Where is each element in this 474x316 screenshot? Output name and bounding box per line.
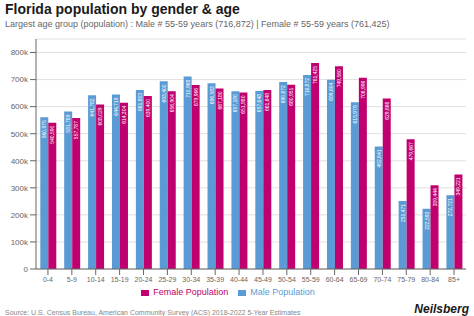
svg-text:615,979: 615,979 xyxy=(352,105,358,123)
html-text:Female Population: Female Population xyxy=(153,287,229,297)
svg-text:0: 0 xyxy=(24,265,29,274)
svg-text:761,425: 761,425 xyxy=(312,66,318,84)
svg-text:251,471: 251,471 xyxy=(400,204,406,222)
svg-text:661,803: 661,803 xyxy=(137,93,143,111)
svg-text:75-79: 75-79 xyxy=(397,276,415,283)
svg-text:300k: 300k xyxy=(11,184,29,193)
svg-text:65-69: 65-69 xyxy=(350,276,368,283)
svg-text:10-14: 10-14 xyxy=(87,276,105,283)
html-text:Source: U.S. Census Bureau, Am: Source: U.S. Census Bureau, American Com… xyxy=(5,309,301,316)
svg-text:641,782: 641,782 xyxy=(89,98,95,116)
svg-text:70-74: 70-74 xyxy=(373,276,391,283)
svg-text:706,996: 706,996 xyxy=(360,80,366,98)
svg-text:60-64: 60-64 xyxy=(326,276,344,283)
svg-text:0-4: 0-4 xyxy=(43,276,53,283)
svg-text:5-9: 5-9 xyxy=(67,276,77,283)
svg-text:749,560: 749,560 xyxy=(336,69,342,87)
svg-text:699,604: 699,604 xyxy=(328,82,334,100)
svg-text:693,400: 693,400 xyxy=(161,84,167,102)
svg-text:400k: 400k xyxy=(11,157,29,166)
svg-text:657,648: 657,648 xyxy=(256,94,262,112)
svg-text:581,789: 581,789 xyxy=(65,114,71,132)
svg-text:661,648: 661,648 xyxy=(264,93,270,111)
svg-text:700k: 700k xyxy=(11,75,29,84)
svg-text:608,029: 608,029 xyxy=(97,107,103,125)
svg-text:557,787: 557,787 xyxy=(73,121,79,139)
svg-text:679,966: 679,966 xyxy=(193,88,199,106)
svg-text:710,968: 710,968 xyxy=(185,79,191,97)
svg-text:309,444: 309,444 xyxy=(432,188,438,206)
svg-text:639,400: 639,400 xyxy=(145,99,151,117)
svg-text:800k: 800k xyxy=(11,48,29,57)
svg-text:690,672: 690,672 xyxy=(280,85,286,103)
html-text:Neilsberg: Neilsberg xyxy=(414,302,469,316)
svg-text:600k: 600k xyxy=(11,102,29,111)
svg-text:15-19: 15-19 xyxy=(111,276,129,283)
svg-text:657,180: 657,180 xyxy=(232,94,238,112)
svg-text:479,667: 479,667 xyxy=(408,142,414,160)
svg-text:45-49: 45-49 xyxy=(254,276,272,283)
svg-text:680,951: 680,951 xyxy=(288,88,294,106)
svg-text:651,980: 651,980 xyxy=(240,95,246,113)
html-text:Florida population by gender &: Florida population by gender & age xyxy=(5,1,240,17)
html-text:Largest age group (population): Largest age group (population) : Male # … xyxy=(5,19,390,29)
svg-text:540,590: 540,590 xyxy=(49,126,55,144)
svg-text:272,721: 272,721 xyxy=(447,198,453,216)
svg-text:40-44: 40-44 xyxy=(230,276,248,283)
svg-text:560,975: 560,975 xyxy=(41,120,47,138)
svg-text:716,872: 716,872 xyxy=(304,78,310,96)
svg-text:80-84: 80-84 xyxy=(421,276,439,283)
svg-text:200k: 200k xyxy=(11,211,29,220)
svg-text:614,304: 614,304 xyxy=(121,106,127,124)
html-text:Male Population: Male Population xyxy=(250,287,315,297)
svg-text:25-29: 25-29 xyxy=(158,276,176,283)
svg-text:35-39: 35-39 xyxy=(206,276,224,283)
svg-text:667,180: 667,180 xyxy=(217,91,223,109)
svg-text:500k: 500k xyxy=(11,130,29,139)
svg-text:20-24: 20-24 xyxy=(135,276,153,283)
svg-text:349,221: 349,221 xyxy=(455,177,461,195)
svg-text:50-54: 50-54 xyxy=(278,276,296,283)
svg-text:85+: 85+ xyxy=(448,276,460,283)
svg-text:452,641: 452,641 xyxy=(376,149,382,167)
svg-text:100k: 100k xyxy=(11,238,29,247)
svg-text:30-34: 30-34 xyxy=(182,276,200,283)
svg-text:222,593: 222,593 xyxy=(424,212,430,230)
svg-text:629,666: 629,666 xyxy=(384,101,390,119)
svg-text:644,719: 644,719 xyxy=(113,97,119,115)
svg-text:656,904: 656,904 xyxy=(169,94,175,112)
svg-text:686,583: 686,583 xyxy=(209,86,215,104)
svg-text:55-59: 55-59 xyxy=(302,276,320,283)
